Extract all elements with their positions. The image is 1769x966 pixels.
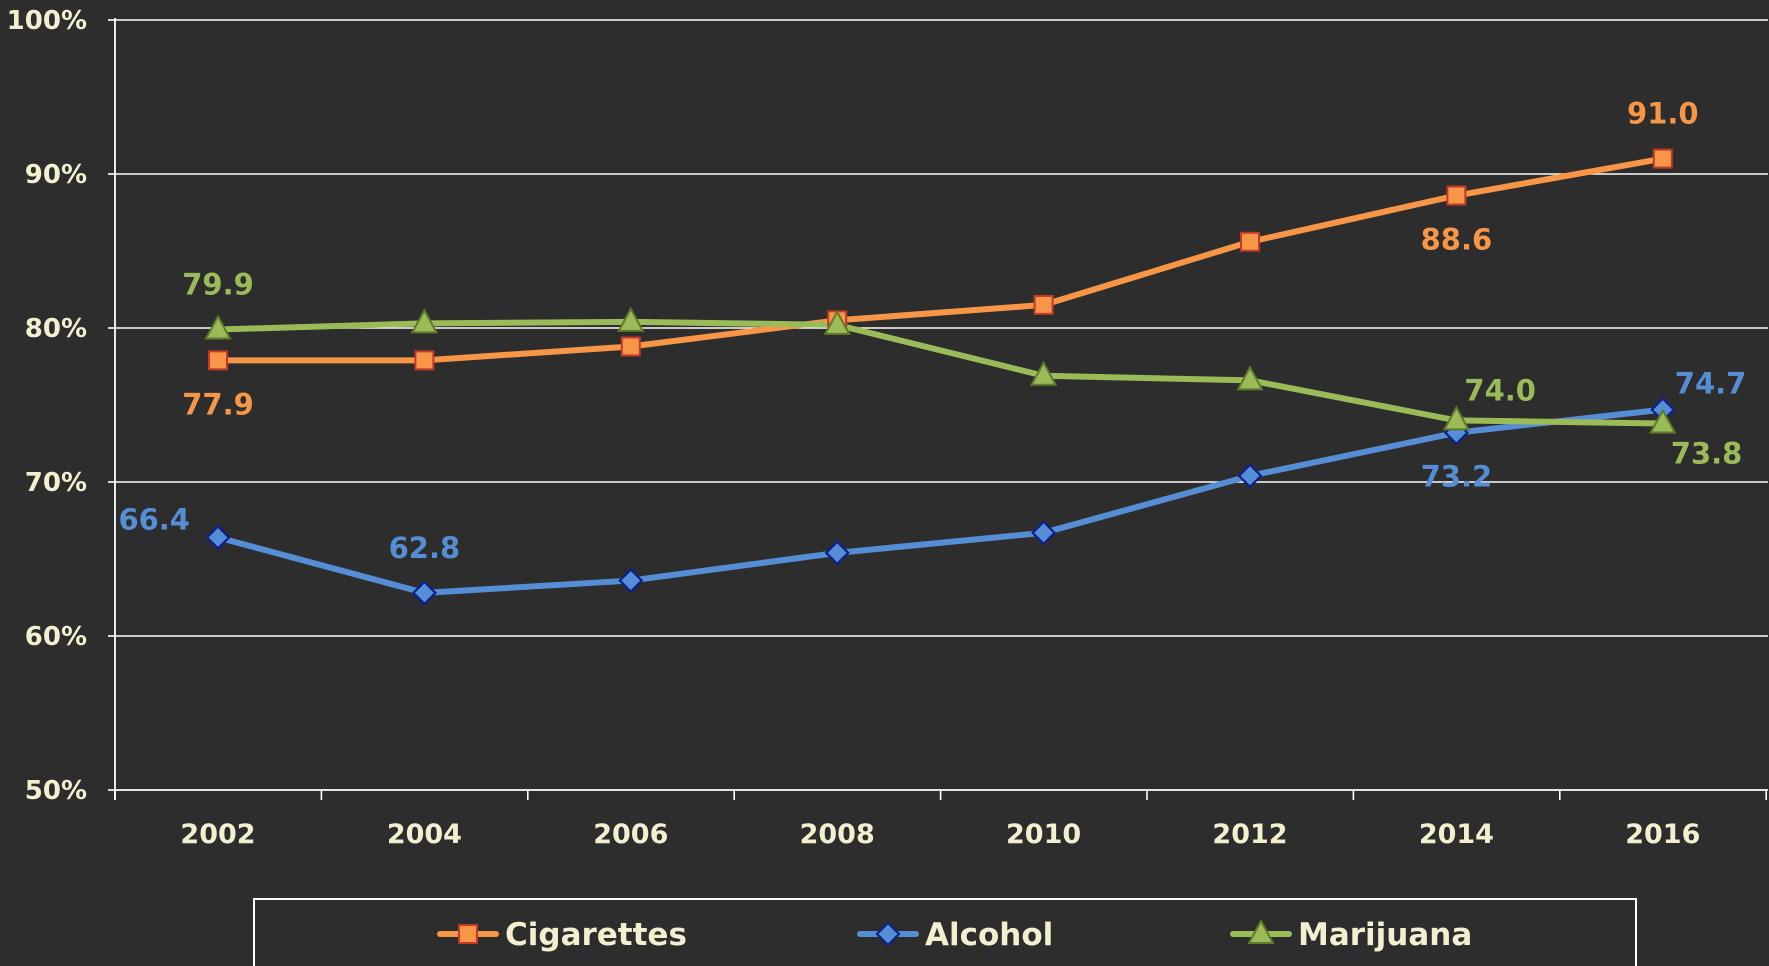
alcohol-data-label-2014: 73.2	[1421, 460, 1493, 494]
x-tick-label-2008: 2008	[800, 819, 875, 850]
marijuana-point-2012	[1236, 365, 1264, 391]
cigarettes-data-label-2014: 88.6	[1421, 223, 1493, 257]
cigarettes-point-2006	[620, 336, 641, 357]
marijuana-point-2008	[823, 309, 851, 335]
y-tick-label: 70%	[25, 468, 87, 498]
series-markers	[204, 148, 1677, 606]
x-tick-label-2002: 2002	[180, 819, 255, 850]
series-lines	[215, 155, 1666, 596]
alcohol-data-label-2016: 74.7	[1675, 367, 1747, 401]
data-labels: 77.9 88.6 91.0 66.4 62.8 73.2 74.7 79.9 74.0 73.8	[118, 97, 1746, 565]
cigarettes-point-2010	[1033, 294, 1054, 315]
alcohol-point-2006	[618, 568, 644, 594]
cigarettes-point-2014	[1446, 185, 1467, 206]
legend-alcohol-marker	[875, 921, 901, 947]
x-tick-label-2006: 2006	[593, 819, 668, 850]
alcohol-point-2004	[411, 580, 437, 606]
legend-cigarettes-marker	[458, 924, 478, 944]
marijuana-point-2016	[1649, 408, 1677, 434]
legend-marijuana-label: Marijuana	[1298, 917, 1472, 953]
marijuana-line	[215, 318, 1666, 427]
axes: 50% 60% 70% 80% 90% 100% 2002 2004 2006 2008 2010 2…	[7, 6, 1768, 850]
y-tick-label: 60%	[25, 622, 87, 652]
alcohol-data-label-2002: 66.4	[118, 502, 190, 536]
cigarettes-point-2004	[414, 350, 435, 371]
gridlines	[115, 19, 1768, 637]
legend-box	[253, 898, 1637, 966]
marijuana-point-2014	[1442, 405, 1471, 431]
alcohol-point-2010	[1031, 520, 1057, 546]
marijuana-data-label-2016: 73.8	[1671, 436, 1743, 470]
x-tick-label-2016: 2016	[1625, 819, 1700, 850]
alcohol-data-label-2004: 62.8	[389, 531, 461, 565]
y-tick-label: 80%	[25, 314, 87, 344]
marijuana-point-2002	[204, 314, 232, 340]
cigarettes-line	[215, 155, 1666, 364]
marijuana-point-2004	[410, 308, 439, 334]
y-tick-label: 100%	[7, 6, 87, 36]
legend-cigarettes-label: Cigarettes	[505, 917, 687, 953]
legend-alcohol-label: Alcohol	[925, 917, 1053, 953]
alcohol-point-2008	[824, 540, 850, 566]
x-tick-label-2010: 2010	[1006, 819, 1081, 850]
y-tick-label: 50%	[25, 776, 87, 806]
cigarettes-point-2012	[1240, 231, 1260, 252]
cigarettes-point-2016	[1652, 148, 1673, 169]
alcohol-point-2012	[1237, 463, 1263, 489]
x-tick-label-2012: 2012	[1212, 819, 1287, 850]
alcohol-point-2002	[205, 524, 231, 550]
alcohol-line	[215, 406, 1666, 596]
y-tick-label: 90%	[25, 160, 87, 190]
marijuana-point-2010	[1029, 360, 1058, 386]
legend: Cigarettes Alcohol Marijuana	[253, 898, 1637, 966]
x-tick-label-2014: 2014	[1419, 819, 1494, 850]
cigarettes-point-2002	[208, 350, 228, 371]
x-tick-label-2004: 2004	[387, 819, 462, 850]
legend-marijuana-marker	[1247, 918, 1275, 944]
marijuana-data-label-2002: 79.9	[182, 268, 254, 302]
cigarettes-data-label-2002: 77.9	[182, 387, 254, 421]
marijuana-point-2006	[617, 306, 645, 332]
marijuana-data-label-2014: 74.0	[1464, 373, 1536, 407]
cigarettes-data-label-2016: 91.0	[1627, 97, 1699, 131]
